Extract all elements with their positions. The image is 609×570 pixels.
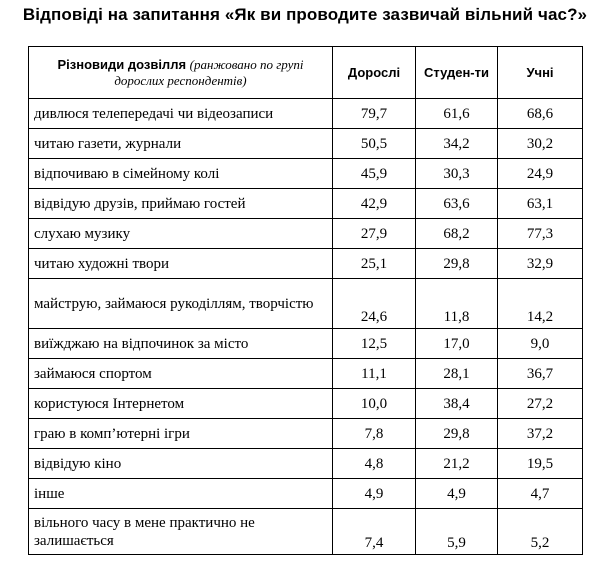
pupils-value: 19,5 xyxy=(497,448,583,479)
students-value: 21,2 xyxy=(415,448,498,479)
table-row: користуюся Інтернетом 10,0 38,4 27,2 xyxy=(28,388,583,419)
adults-value: 4,8 xyxy=(332,448,416,479)
students-value: 28,1 xyxy=(415,358,498,389)
table-row: виїжджаю на відпочинок за місто 12,5 17,0 9… xyxy=(28,328,583,359)
pupils-value: 24,9 xyxy=(497,158,583,189)
pupils-value: 37,2 xyxy=(497,418,583,449)
table-header-row: Різновиди дозвілля (ранжовано по групі д… xyxy=(28,46,583,99)
table-row: вільного часу в мене практично не залиша… xyxy=(28,508,583,555)
pupils-value: 5,2 xyxy=(497,508,583,555)
activity-cell: відвідую друзів, приймаю гостей xyxy=(28,188,333,219)
adults-value: 27,9 xyxy=(332,218,416,249)
activity-cell: дивлюся телепередачі чи відеозаписи xyxy=(28,98,333,129)
table-row: дивлюся телепередачі чи відеозаписи 79,7 6… xyxy=(28,98,583,129)
survey-results-table: Різновиди дозвілля (ранжовано по групі д… xyxy=(28,46,583,555)
adults-value: 45,9 xyxy=(332,158,416,189)
students-value: 63,6 xyxy=(415,188,498,219)
activity-cell: користуюся Інтернетом xyxy=(28,388,333,419)
adults-value: 42,9 xyxy=(332,188,416,219)
students-value: 68,2 xyxy=(415,218,498,249)
header-category-note: (ранжовано по групі дорослих респонденті… xyxy=(114,56,304,88)
activity-cell: інше xyxy=(28,478,333,509)
adults-value: 25,1 xyxy=(332,248,416,279)
activity-cell: граю в комп’ютерні ігри xyxy=(28,418,333,449)
pupils-value: 4,7 xyxy=(497,478,583,509)
table-row: займаюся спортом 11,1 28,1 36,7 xyxy=(28,358,583,389)
adults-value: 24,6 xyxy=(332,278,416,329)
pupils-value: 27,2 xyxy=(497,388,583,419)
students-value: 11,8 xyxy=(415,278,498,329)
adults-value: 7,8 xyxy=(332,418,416,449)
students-value: 34,2 xyxy=(415,128,498,159)
activity-cell: читаю художні твори xyxy=(28,248,333,279)
adults-value: 11,1 xyxy=(332,358,416,389)
activity-cell: займаюся спортом xyxy=(28,358,333,389)
activity-cell: відвідую кіно xyxy=(28,448,333,479)
activity-cell: читаю газети, журнали xyxy=(28,128,333,159)
header-students: Студен-ти xyxy=(415,46,498,99)
table-row: відвідую друзів, приймаю гостей 42,9 63,6 6… xyxy=(28,188,583,219)
students-value: 30,3 xyxy=(415,158,498,189)
students-value: 29,8 xyxy=(415,248,498,279)
header-adults: Дорослі xyxy=(332,46,416,99)
students-value: 4,9 xyxy=(415,478,498,509)
pupils-value: 32,9 xyxy=(497,248,583,279)
table-row: граю в комп’ютерні ігри 7,8 29,8 37,2 xyxy=(28,418,583,449)
header-category: Різновиди дозвілля (ранжовано по групі д… xyxy=(28,46,333,99)
adults-value: 79,7 xyxy=(332,98,416,129)
activity-cell: слухаю музику xyxy=(28,218,333,249)
activity-cell: майструю, займаюся рукоділлям, творчістю xyxy=(28,278,333,329)
table-row: інше 4,9 4,9 4,7 xyxy=(28,478,583,509)
table-row: майструю, займаюся рукоділлям, творчістю… xyxy=(28,278,583,329)
table-row: відвідую кіно 4,8 21,2 19,5 xyxy=(28,448,583,479)
students-value: 29,8 xyxy=(415,418,498,449)
header-category-label: Різновиди дозвілля xyxy=(57,56,187,72)
students-value: 61,6 xyxy=(415,98,498,129)
activity-cell: відпочиваю в сімейному колі xyxy=(28,158,333,189)
adults-value: 50,5 xyxy=(332,128,416,159)
adults-value: 12,5 xyxy=(332,328,416,359)
adults-value: 7,4 xyxy=(332,508,416,555)
pupils-value: 77,3 xyxy=(497,218,583,249)
adults-value: 4,9 xyxy=(332,478,416,509)
table-row: відпочиваю в сімейному колі 45,9 30,3 24,9 xyxy=(28,158,583,189)
students-value: 17,0 xyxy=(415,328,498,359)
table-row: читаю газети, журнали 50,5 34,2 30,2 xyxy=(28,128,583,159)
activity-cell: вільного часу в мене практично не залиша… xyxy=(28,508,333,555)
pupils-value: 14,2 xyxy=(497,278,583,329)
pupils-value: 9,0 xyxy=(497,328,583,359)
table-row: читаю художні твори 25,1 29,8 32,9 xyxy=(28,248,583,279)
document-title: Відповіді на запитання «Як ви проводите … xyxy=(22,5,588,24)
pupils-value: 68,6 xyxy=(497,98,583,129)
students-value: 38,4 xyxy=(415,388,498,419)
pupils-value: 30,2 xyxy=(497,128,583,159)
header-pupils: Учні xyxy=(497,46,583,99)
adults-value: 10,0 xyxy=(332,388,416,419)
students-value: 5,9 xyxy=(415,508,498,555)
activity-cell: виїжджаю на відпочинок за місто xyxy=(28,328,333,359)
table-row: слухаю музику 27,9 68,2 77,3 xyxy=(28,218,583,249)
pupils-value: 36,7 xyxy=(497,358,583,389)
pupils-value: 63,1 xyxy=(497,188,583,219)
